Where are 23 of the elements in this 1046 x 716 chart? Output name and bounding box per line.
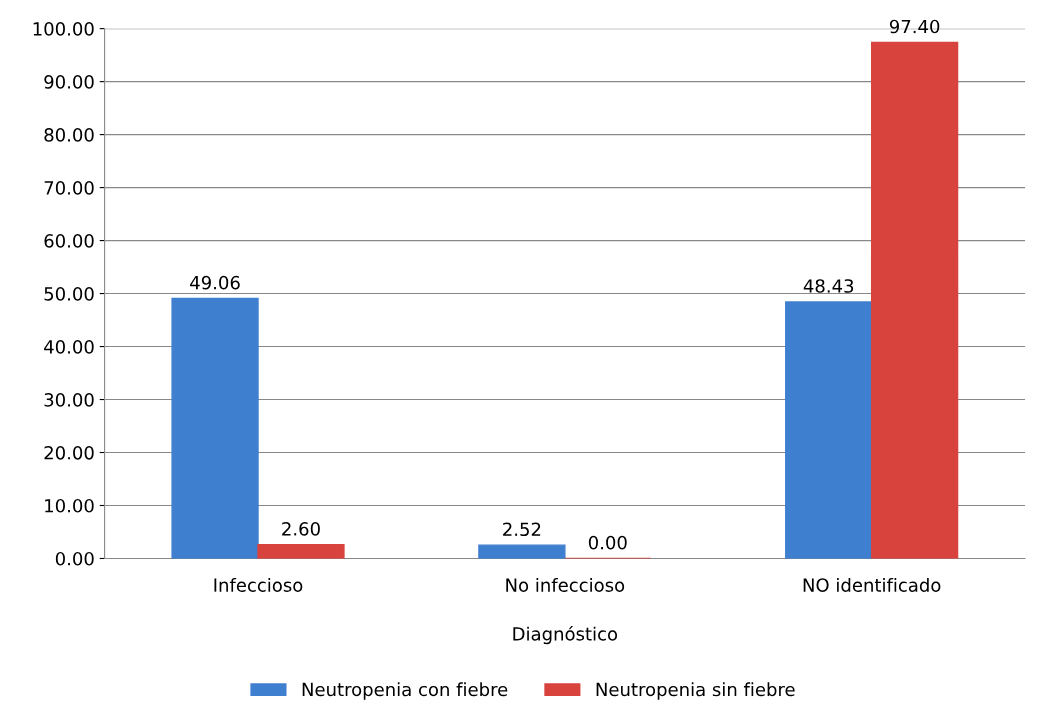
y-tick-label: 70.00 <box>44 181 94 195</box>
y-tick-label: 100.00 <box>33 22 94 36</box>
y-tick-label: 50.00 <box>44 287 94 301</box>
legend-label: Neutropenia con fiebre <box>302 682 508 700</box>
y-tick-label: 40.00 <box>44 340 94 354</box>
data-label: 0.00 <box>588 535 627 550</box>
data-label: 2.52 <box>503 522 541 537</box>
y-tick-label: 30.00 <box>44 392 94 407</box>
legend-label: Neutropenia sin fiebre <box>596 682 795 700</box>
y-tick-label: 0.00 <box>55 551 94 566</box>
y-tick-label: 10.00 <box>45 498 94 513</box>
data-label: 49.06 <box>190 275 240 290</box>
x-tick-label: Infeccioso <box>214 577 303 592</box>
x-tick-label: No infeccioso <box>506 577 625 592</box>
data-label: 2.60 <box>282 521 320 536</box>
data-label: 97.40 <box>889 19 940 34</box>
data-label: 48.43 <box>803 279 854 293</box>
y-tick-label: 90.00 <box>44 75 94 89</box>
y-tick-label: 60.00 <box>44 234 94 248</box>
x-axis-title: Diagnóstico <box>513 625 618 645</box>
y-tick-label: 80.00 <box>44 128 94 142</box>
y-tick-label: 20.00 <box>44 445 94 460</box>
x-tick-label: NO identificado <box>803 577 941 592</box>
